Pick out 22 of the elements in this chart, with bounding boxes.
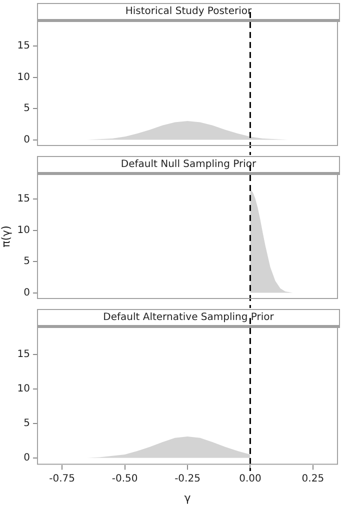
chart-title: Historical Study Posterior	[37, 3, 340, 22]
y-tick-label: 10	[17, 224, 30, 236]
x-tick-label: 0.25	[302, 473, 324, 484]
x-tick-label: -0.50	[112, 473, 138, 484]
chart-title: Default Null Sampling Prior	[37, 156, 340, 175]
y-tick-label: 0	[24, 287, 30, 298]
chart-title: Default Alternative Sampling Prior	[37, 309, 340, 328]
y-tick-label: 15	[17, 194, 30, 205]
y-tick-label: 10	[17, 384, 30, 395]
y-tick-label: 15	[17, 40, 30, 52]
y-tick-label: 5	[24, 418, 30, 430]
x-tick-label: -0.25	[174, 473, 200, 484]
y-tick-label: 15	[17, 349, 30, 360]
x-tick-label: -0.75	[49, 473, 76, 484]
x-axis-title: γ	[184, 491, 192, 504]
y-tick-label: 0	[24, 452, 30, 464]
x-tick-label: 0.00	[239, 473, 262, 484]
y-tick-label: 0	[24, 134, 30, 146]
y-tick-label: 10	[17, 72, 30, 83]
y-tick-label: 5	[24, 256, 30, 268]
y-axis-title: π(γ)	[0, 226, 12, 248]
y-tick-label: 5	[24, 103, 30, 114]
